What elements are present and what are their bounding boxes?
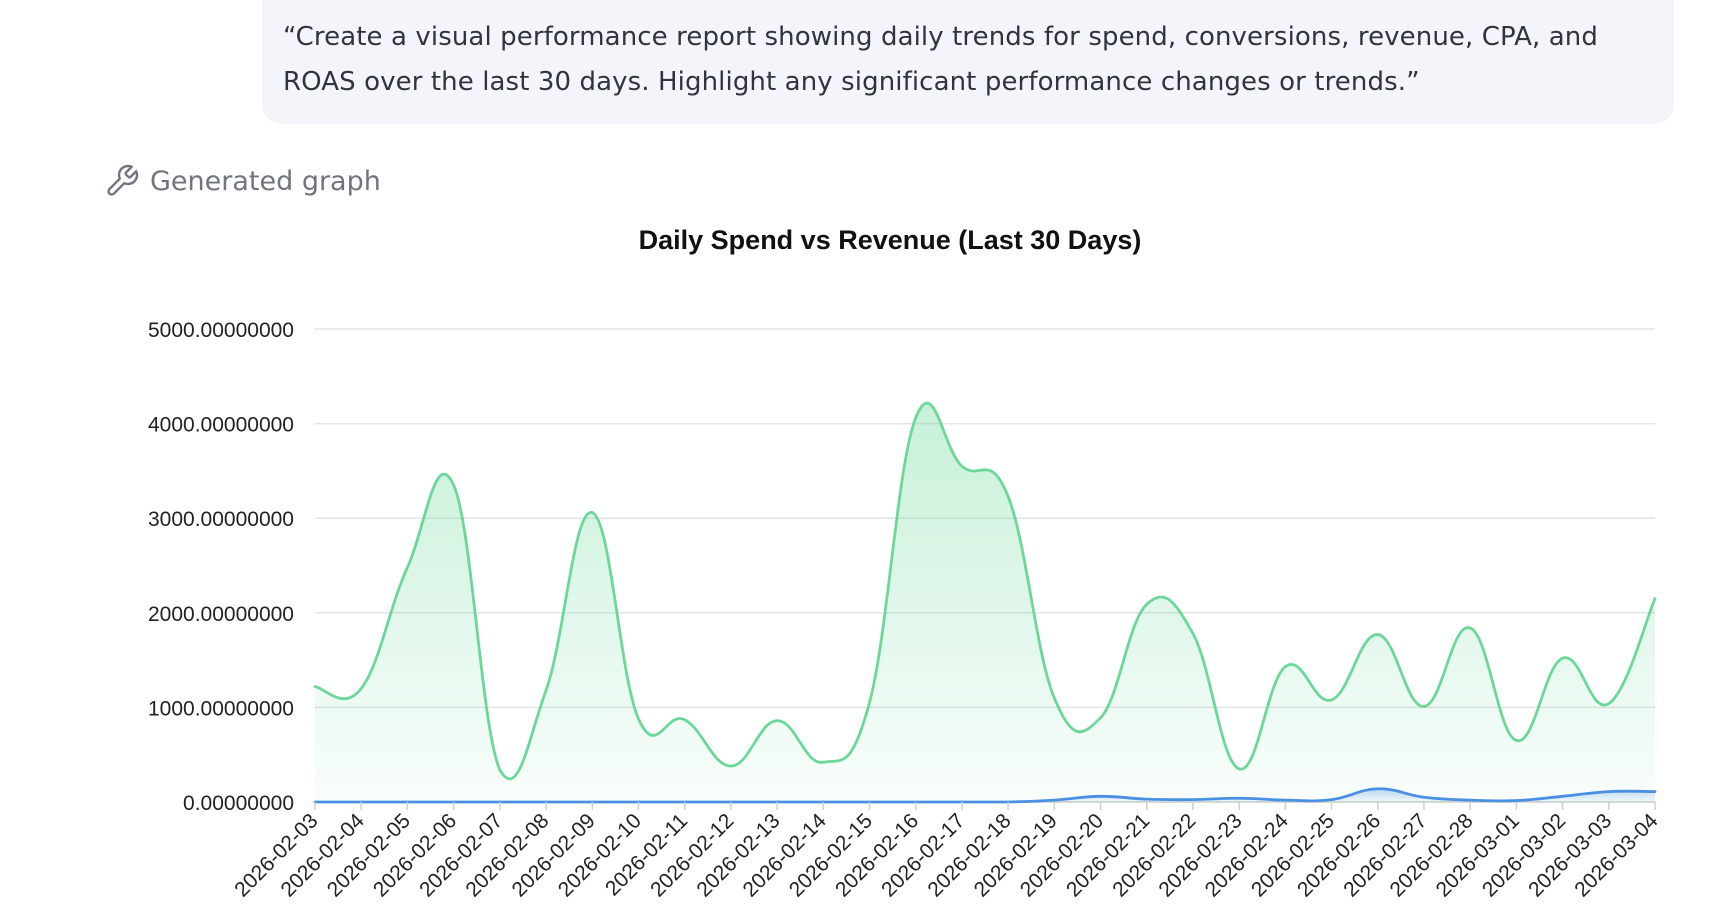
y-tick-label: 4000.00000000: [148, 414, 294, 437]
y-tick-label: 5000.00000000: [148, 319, 294, 342]
y-tick-label: 1000.00000000: [148, 697, 294, 720]
user-prompt-bubble: “Create a visual performance report show…: [262, 0, 1674, 124]
generated-graph-header[interactable]: Generated graph: [104, 161, 381, 201]
series-line-1: [313, 787, 1657, 804]
x-axis-ticks: 2026-02-032026-02-042026-02-052026-02-06…: [230, 802, 1663, 901]
generated-graph-label: Generated graph: [150, 165, 381, 197]
y-tick-label: 2000.00000000: [148, 603, 294, 626]
chart-series: [313, 401, 1657, 804]
wrench-icon: [107, 164, 139, 196]
user-prompt-text: “Create a visual performance report show…: [283, 22, 1598, 97]
series-area-0: [315, 403, 1655, 802]
y-tick-label: 0.00000000: [183, 792, 294, 815]
series-line-0: [313, 401, 1657, 780]
y-axis-ticks: 0.00000000 1000.00000000 2000.00000000 3000…: [148, 319, 294, 815]
y-tick-label: 3000.00000000: [148, 508, 294, 531]
spend-revenue-chart: Daily Spend vs Revenue (Last 30 Days) 0.…: [148, 225, 1663, 901]
chart-title: Daily Spend vs Revenue (Last 30 Days): [639, 225, 1142, 255]
